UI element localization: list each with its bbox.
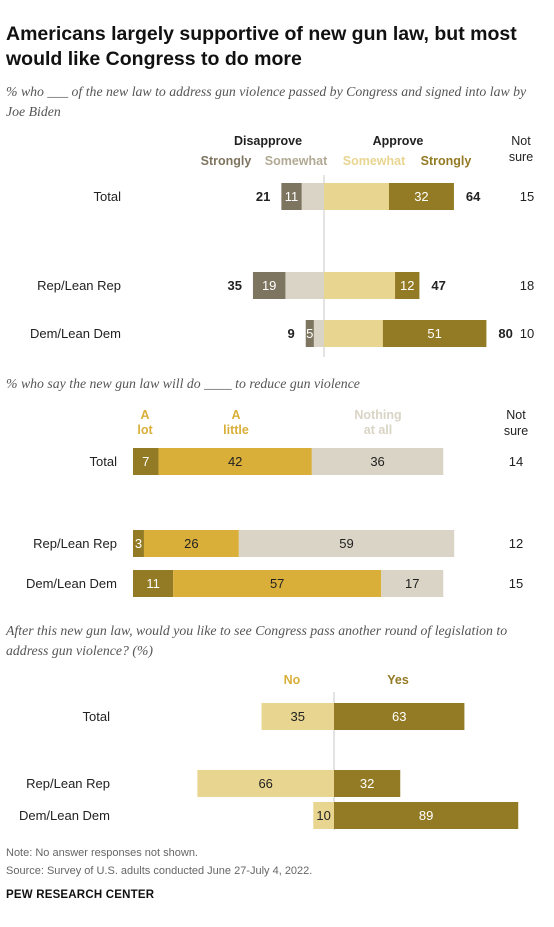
label-a-little-1: 26	[184, 536, 198, 551]
bar-a-little-2	[173, 570, 382, 597]
bar-approve-somewhat-2	[324, 320, 383, 347]
total-approve-2: 80	[498, 326, 512, 341]
bar-a-lot-0	[133, 448, 159, 475]
not-sure-effect-0: 14	[509, 454, 523, 469]
bar-disapprove-somewhat-1	[285, 272, 324, 299]
bar-yes-0	[334, 703, 465, 730]
bar-no-0	[261, 703, 334, 730]
bar-nothing-2	[381, 570, 444, 597]
label-a-lot-0: 7	[142, 454, 149, 469]
row-label-congress-0: Total	[83, 709, 111, 724]
bar-approve-somewhat-1	[324, 272, 396, 299]
bar-nothing-0	[311, 448, 444, 475]
bar-a-lot-2	[133, 570, 174, 597]
subtitle-effect: % who say the new gun law will do ____ t…	[6, 376, 360, 391]
label-approve-strongly-0: 32	[414, 189, 428, 204]
bar-disapprove-strongly-1	[252, 272, 286, 299]
not-sure-effect-2: 15	[509, 576, 523, 591]
row-label-effect-1: Rep/Lean Rep	[33, 536, 117, 551]
label-disapprove-somewhat-1: 19	[262, 278, 276, 293]
not-sure-approval-0: 15	[520, 189, 534, 204]
total-approve-1: 47	[431, 278, 445, 293]
header-disapprove-strongly: Strongly	[201, 154, 252, 168]
row-label-approval-2: Dem/Lean Dem	[30, 326, 121, 341]
header-approve-strongly: Strongly	[421, 154, 472, 168]
bar-disapprove-somewhat-2	[313, 320, 324, 347]
label-yes-0: 63	[392, 709, 406, 724]
not-sure-approval-2: 10	[520, 326, 534, 341]
label-disapprove-somewhat-0: 11	[285, 189, 299, 204]
label-no-2: 10	[316, 808, 330, 823]
label-approve-strongly-1: 12	[400, 278, 414, 293]
bar-yes-2	[334, 802, 519, 829]
bar-no-1	[197, 770, 334, 797]
header-approve-somewhat: Somewhat	[343, 154, 406, 168]
header-no: No	[284, 673, 301, 687]
bar-no-2	[313, 802, 334, 829]
label-a-little-2: 57	[270, 576, 284, 591]
label-a-lot-1: 3	[135, 536, 142, 551]
label-nothing-2: 17	[405, 576, 419, 591]
bar-yes-1	[334, 770, 401, 797]
bar-approve-strongly-1	[395, 272, 420, 299]
header-disapprove-somewhat: Somewhat	[265, 154, 328, 168]
chart-title: Americans largely supportive of new gun …	[6, 23, 517, 70]
label-nothing-1: 59	[339, 536, 353, 551]
total-approve-0: 64	[466, 189, 481, 204]
bar-a-little-0	[158, 448, 312, 475]
total-disapprove-0: 21	[256, 189, 270, 204]
not-sure-approval-1: 18	[520, 278, 534, 293]
subtitle-congress: After this new gun law, would you like t…	[6, 623, 508, 658]
label-approve-strongly-2: 51	[427, 326, 441, 341]
row-label-approval-0: Total	[94, 189, 122, 204]
not-sure-effect-1: 12	[509, 536, 523, 551]
label-yes-1: 32	[360, 776, 374, 791]
bar-nothing-1	[238, 530, 455, 557]
bar-disapprove-strongly-2	[305, 320, 314, 347]
bar-approve-strongly-0	[388, 183, 454, 210]
source: Source: Survey of U.S. adults conducted …	[6, 865, 313, 877]
subtitle-approval: % who ___ of the new law to address gun …	[6, 84, 527, 119]
header-not-sure-effect: Not sure	[504, 408, 528, 438]
bar-a-little-1	[143, 530, 239, 557]
label-yes-2: 89	[419, 808, 433, 823]
label-nothing-0: 36	[370, 454, 384, 469]
total-disapprove-1: 35	[227, 278, 241, 293]
bar-disapprove-strongly-0	[281, 183, 302, 210]
label-a-lot-2: 11	[146, 576, 160, 591]
header-not-sure-approval: Not sure	[509, 134, 533, 164]
header-yes: Yes	[387, 673, 409, 687]
brand-label: PEW RESEARCH CENTER	[6, 889, 155, 901]
label-disapprove-somewhat-2: 5	[306, 326, 313, 341]
total-disapprove-2: 9	[287, 326, 294, 341]
bar-disapprove-somewhat-0	[301, 183, 324, 210]
label-no-0: 35	[291, 709, 305, 724]
bar-a-lot-1	[133, 530, 144, 557]
header-disapprove: Disapprove	[234, 134, 302, 148]
label-no-1: 66	[258, 776, 272, 791]
row-label-approval-1: Rep/Lean Rep	[37, 278, 121, 293]
note: Note: No answer responses not shown.	[6, 847, 198, 859]
header-nothing: Nothing at all	[354, 408, 401, 437]
bar-approve-somewhat-0	[324, 183, 389, 210]
label-a-little-0: 42	[228, 454, 242, 469]
row-label-congress-2: Dem/Lean Dem	[19, 808, 110, 823]
row-label-effect-0: Total	[90, 454, 118, 469]
row-label-effect-2: Dem/Lean Dem	[26, 576, 117, 591]
bar-approve-strongly-2	[382, 320, 487, 347]
row-label-congress-1: Rep/Lean Rep	[26, 776, 110, 791]
header-approve: Approve	[373, 134, 424, 148]
